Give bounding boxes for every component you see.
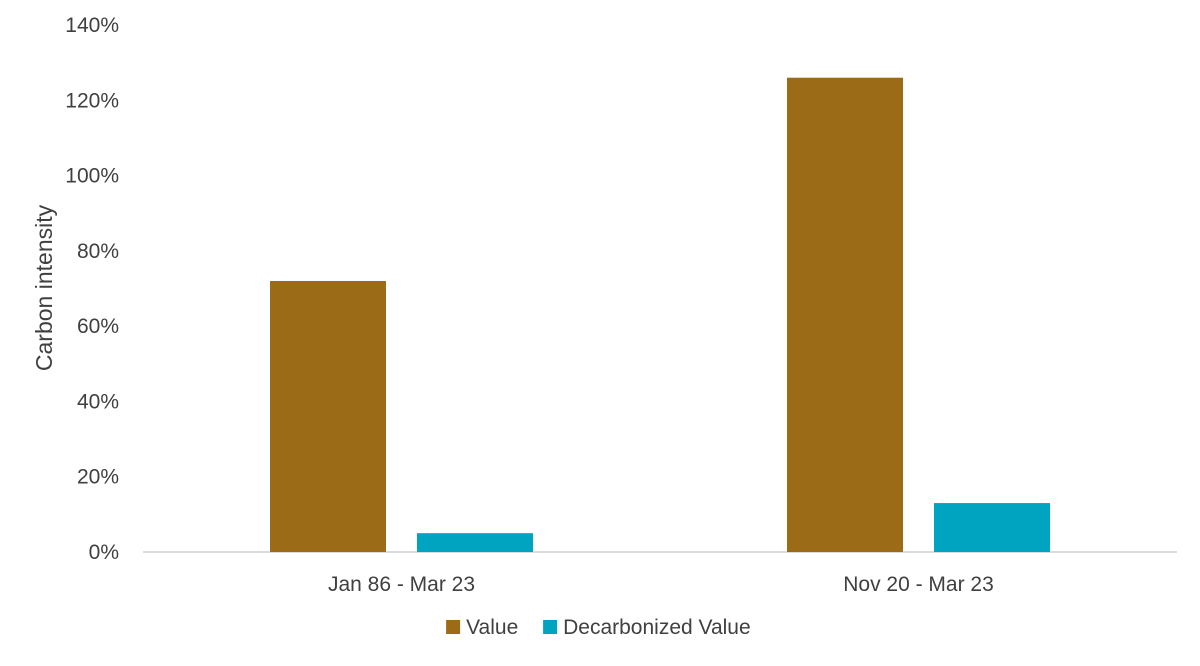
legend-label: Value <box>466 616 518 639</box>
y-tick-label: 20% <box>77 466 119 489</box>
bar-decarbonized-value <box>934 503 1050 552</box>
x-tick-label: Jan 86 - Mar 23 <box>328 573 475 596</box>
y-tick-label: 80% <box>77 240 119 263</box>
legend-swatch-decarbonized-value <box>543 620 558 634</box>
y-tick-label: 140% <box>65 14 119 37</box>
y-tick-label: 40% <box>77 390 119 413</box>
bar-value <box>787 77 903 552</box>
x-tick-label: Nov 20 - Mar 23 <box>843 573 994 596</box>
y-tick-label: 100% <box>65 165 119 188</box>
y-tick-label: 60% <box>77 315 119 338</box>
x-axis-ticks: Jan 86 - Mar 23 Nov 20 - Mar 23 <box>328 573 994 596</box>
bar-decarbonized-value <box>417 533 533 552</box>
y-tick-label: 120% <box>65 89 119 112</box>
legend-label: Decarbonized Value <box>563 616 751 639</box>
y-tick-label: 0% <box>89 541 119 564</box>
y-axis-title: Carbon intensity <box>31 204 57 371</box>
legend: Value Decarbonized Value <box>446 616 751 639</box>
bar-value <box>270 280 386 552</box>
y-axis-ticks: 0% 20% 40% 60% 80% 100% 120% 140% <box>65 14 119 564</box>
legend-swatch-value <box>446 620 461 634</box>
bars-group <box>270 77 1050 552</box>
